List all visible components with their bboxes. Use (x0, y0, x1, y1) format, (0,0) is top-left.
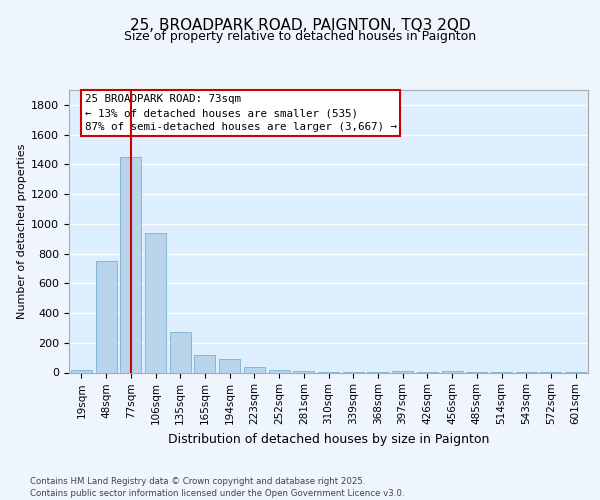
Text: Contains HM Land Registry data © Crown copyright and database right 2025.
Contai: Contains HM Land Registry data © Crown c… (30, 476, 404, 498)
Bar (269, 370, 290, 372)
Y-axis label: Number of detached properties: Number of detached properties (17, 144, 27, 319)
Bar (95, 261, 116, 372)
Text: 25 BROADPARK ROAD: 73sqm
← 13% of detached houses are smaller (535)
87% of semi-: 25 BROADPARK ROAD: 73sqm ← 13% of detach… (85, 94, 397, 132)
Bar (71, 370, 92, 372)
Bar (293, 371, 314, 372)
Bar (219, 359, 240, 372)
Bar (194, 356, 215, 372)
Text: Size of property relative to detached houses in Paignton: Size of property relative to detached ho… (124, 30, 476, 43)
Bar (170, 332, 191, 372)
X-axis label: Distribution of detached houses by size in Paignton: Distribution of detached houses by size … (168, 432, 489, 446)
Bar (244, 366, 265, 372)
Bar (145, 232, 166, 372)
Bar (120, 157, 141, 372)
Text: 25, BROADPARK ROAD, PAIGNTON, TQ3 2QD: 25, BROADPARK ROAD, PAIGNTON, TQ3 2QD (130, 18, 470, 32)
